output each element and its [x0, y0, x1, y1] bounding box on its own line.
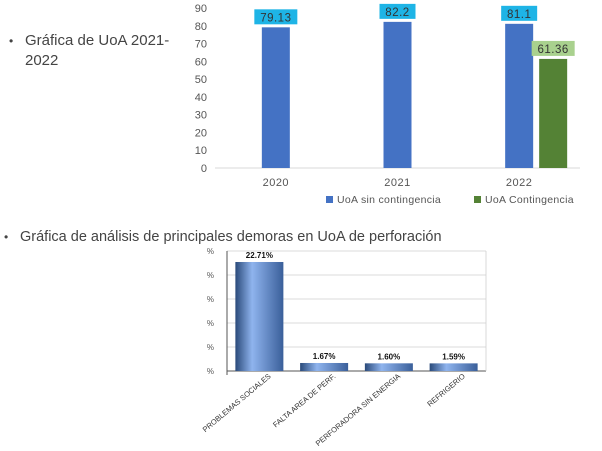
y-tick-label: 40 — [195, 92, 207, 104]
bullet-delays-chart: • Gráfica de análisis de principales dem… — [4, 227, 564, 247]
data-label: 1.67% — [313, 352, 336, 361]
x-tick-label: PROBLEMAS SOCIALES — [201, 372, 273, 434]
bullet-uoa-chart: • Gráfica de UoA 2021-2022 — [9, 31, 179, 71]
bullet-dot-icon: • — [4, 230, 9, 244]
x-tick-label: 2022 — [506, 177, 532, 189]
y-tick-label: % — [207, 295, 214, 304]
legend-entry: UoA sin contingencia — [337, 194, 441, 206]
y-tick-label: 60 — [195, 56, 207, 68]
bullet-dot-icon: • — [9, 34, 14, 48]
bar — [429, 363, 478, 371]
uoa-bar-chart: 0 10 20 30 40 50 60 70 80 90 2020 79.13 2021 82.2 2022… — [195, 3, 580, 206]
data-label-box — [501, 5, 538, 21]
x-tick-label: FALTA AREA DE PERF. — [271, 372, 337, 430]
data-label: 22.71% — [246, 251, 273, 260]
bar — [383, 21, 412, 168]
y-tick-label: 0 — [201, 163, 207, 175]
legend-swatch — [326, 196, 333, 203]
bar — [261, 27, 290, 168]
bar — [539, 58, 568, 168]
legend-swatch — [474, 196, 481, 203]
y-tick-label: 50 — [195, 74, 207, 86]
bullet-text: Gráfica de análisis de principales demor… — [20, 229, 442, 245]
y-tick-label: 20 — [195, 127, 207, 139]
data-label: 81.1 — [507, 9, 531, 21]
bar — [235, 261, 284, 371]
data-label: 79.13 — [260, 12, 291, 24]
x-tick-label: REFRIGERIO — [425, 372, 467, 409]
y-tick-label: % — [207, 271, 214, 280]
data-label: 1.59% — [442, 352, 465, 361]
data-label: 1.60% — [378, 352, 401, 361]
y-tick-label: % — [207, 343, 214, 352]
data-label-box — [531, 40, 575, 56]
bar — [505, 23, 534, 169]
data-label-box — [379, 3, 416, 19]
y-tick-label: 30 — [195, 110, 207, 122]
y-tick-label: 10 — [195, 145, 207, 157]
y-tick-label: % — [207, 367, 214, 376]
data-label-box — [254, 9, 298, 25]
data-label: 61.36 — [538, 44, 569, 56]
bar — [364, 363, 413, 371]
y-tick-label: % — [207, 319, 214, 328]
y-tick-label: 70 — [195, 39, 207, 51]
bar — [300, 362, 349, 371]
x-tick-label: 2020 — [263, 177, 289, 189]
bullet-text: Gráfica de UoA 2021-2022 — [25, 32, 170, 69]
y-tick-label: 90 — [195, 3, 207, 15]
data-label: 82.2 — [385, 7, 409, 19]
x-tick-label: 2021 — [384, 177, 410, 189]
legend-entry: UoA Contingencia — [485, 194, 574, 206]
y-tick-label: 80 — [195, 21, 207, 33]
y-tick-label: % — [207, 247, 214, 256]
